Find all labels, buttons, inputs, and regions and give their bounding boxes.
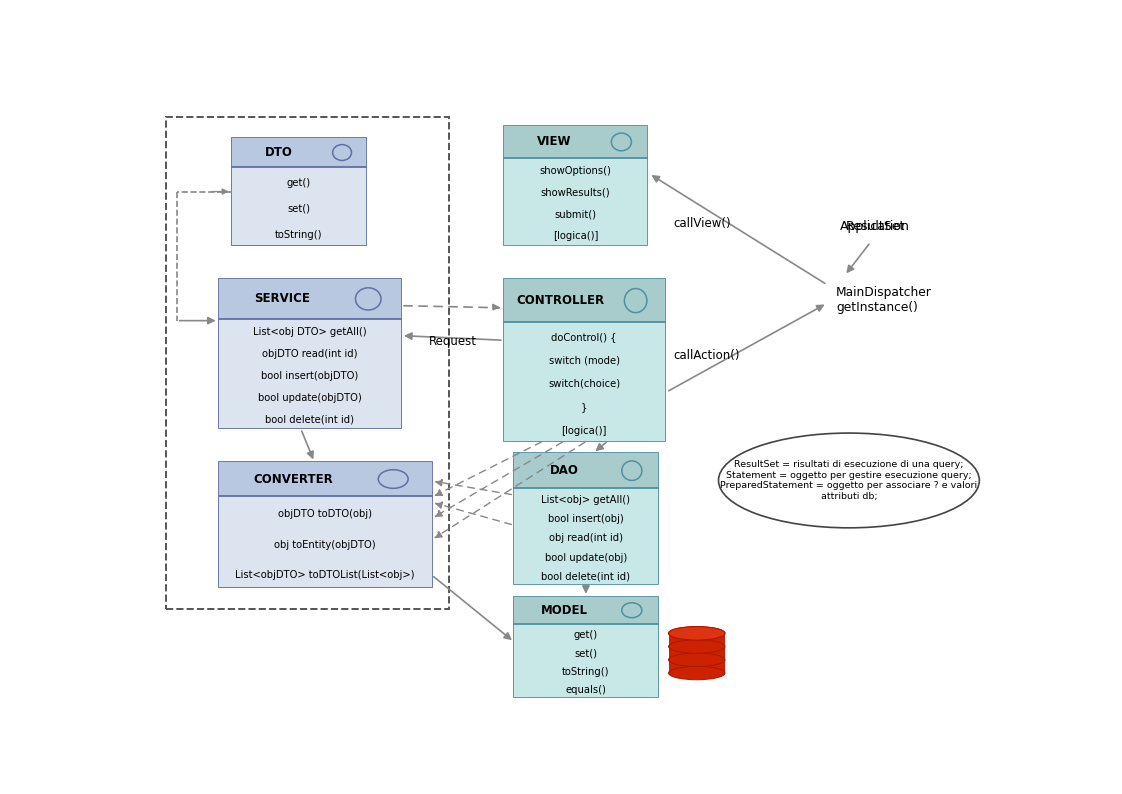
Text: toString(): toString() bbox=[275, 229, 323, 240]
Text: SERVICE: SERVICE bbox=[255, 292, 311, 306]
Text: Request: Request bbox=[430, 335, 477, 348]
Text: equals(): equals() bbox=[565, 685, 606, 695]
Text: VIEW: VIEW bbox=[536, 136, 571, 148]
Bar bbox=[514, 453, 657, 488]
Text: get(): get() bbox=[287, 178, 311, 187]
Text: DAO: DAO bbox=[550, 464, 579, 477]
Ellipse shape bbox=[669, 666, 725, 680]
Bar bbox=[514, 596, 657, 624]
Text: bool update(obj): bool update(obj) bbox=[545, 553, 627, 562]
Ellipse shape bbox=[669, 626, 725, 640]
Bar bbox=[231, 138, 366, 245]
Ellipse shape bbox=[669, 626, 725, 640]
Text: callAction(): callAction() bbox=[673, 349, 739, 362]
Text: objDTO read(int id): objDTO read(int id) bbox=[263, 349, 358, 359]
Text: showOptions(): showOptions() bbox=[540, 166, 611, 176]
Bar bbox=[504, 158, 647, 245]
Ellipse shape bbox=[669, 653, 725, 666]
Bar bbox=[219, 279, 402, 429]
Text: [logica()]: [logica()] bbox=[561, 426, 607, 436]
Text: MainDispatcher
getInstance(): MainDispatcher getInstance() bbox=[836, 286, 931, 314]
Text: DTO: DTO bbox=[265, 146, 293, 159]
Text: doControl() {: doControl() { bbox=[551, 332, 617, 341]
Bar bbox=[231, 167, 366, 245]
Text: List<objDTO> toDTOList(List<obj>): List<objDTO> toDTOList(List<obj>) bbox=[236, 570, 415, 580]
Text: ResultSet: ResultSet bbox=[845, 220, 904, 233]
Bar bbox=[669, 634, 725, 673]
Text: obj read(int id): obj read(int id) bbox=[549, 534, 623, 543]
Bar bbox=[219, 279, 402, 319]
Text: set(): set() bbox=[574, 649, 597, 658]
Text: }: } bbox=[581, 403, 588, 413]
Text: set(): set() bbox=[287, 203, 311, 214]
Text: List<obj DTO> getAll(): List<obj DTO> getAll() bbox=[252, 327, 367, 337]
Text: switch (mode): switch (mode) bbox=[549, 355, 619, 365]
Text: submit(): submit() bbox=[554, 210, 597, 220]
Text: bool delete(int id): bool delete(int id) bbox=[542, 572, 631, 582]
Bar bbox=[231, 138, 366, 167]
Text: get(): get() bbox=[573, 630, 598, 640]
Text: CONVERTER: CONVERTER bbox=[254, 472, 333, 485]
Ellipse shape bbox=[669, 640, 725, 653]
Text: bool delete(int id): bool delete(int id) bbox=[265, 414, 355, 425]
Bar bbox=[219, 319, 402, 429]
Text: showResults(): showResults() bbox=[541, 188, 610, 198]
Bar bbox=[504, 125, 647, 245]
Text: MODEL: MODEL bbox=[541, 603, 588, 617]
Text: bool insert(objDTO): bool insert(objDTO) bbox=[261, 371, 358, 381]
Bar bbox=[514, 488, 657, 584]
Bar bbox=[514, 624, 657, 697]
Bar bbox=[219, 496, 432, 588]
Text: List<obj> getAll(): List<obj> getAll() bbox=[542, 495, 631, 505]
Text: switch(choice): switch(choice) bbox=[548, 379, 620, 389]
Bar bbox=[504, 279, 664, 322]
Bar bbox=[219, 462, 432, 588]
Bar bbox=[504, 279, 664, 441]
Text: bool update(objDTO): bool update(objDTO) bbox=[258, 393, 361, 403]
Text: Application: Application bbox=[840, 220, 910, 233]
Bar bbox=[504, 125, 647, 158]
Bar bbox=[514, 453, 657, 584]
Ellipse shape bbox=[718, 433, 980, 528]
Text: [logica()]: [logica()] bbox=[553, 231, 598, 241]
Text: CONTROLLER: CONTROLLER bbox=[516, 294, 604, 307]
Text: callView(): callView() bbox=[673, 217, 730, 229]
Text: ResultSet = risultati di esecuzione di una query;
Statement = oggetto per gestir: ResultSet = risultati di esecuzione di u… bbox=[720, 461, 977, 500]
Text: objDTO toDTO(obj): objDTO toDTO(obj) bbox=[278, 509, 373, 519]
Text: obj toEntity(objDTO): obj toEntity(objDTO) bbox=[274, 540, 376, 549]
Bar bbox=[166, 117, 449, 609]
Text: bool insert(obj): bool insert(obj) bbox=[548, 515, 624, 524]
Text: toString(): toString() bbox=[562, 667, 609, 676]
Bar bbox=[219, 462, 432, 496]
Bar bbox=[504, 322, 664, 441]
Bar bbox=[514, 596, 657, 697]
